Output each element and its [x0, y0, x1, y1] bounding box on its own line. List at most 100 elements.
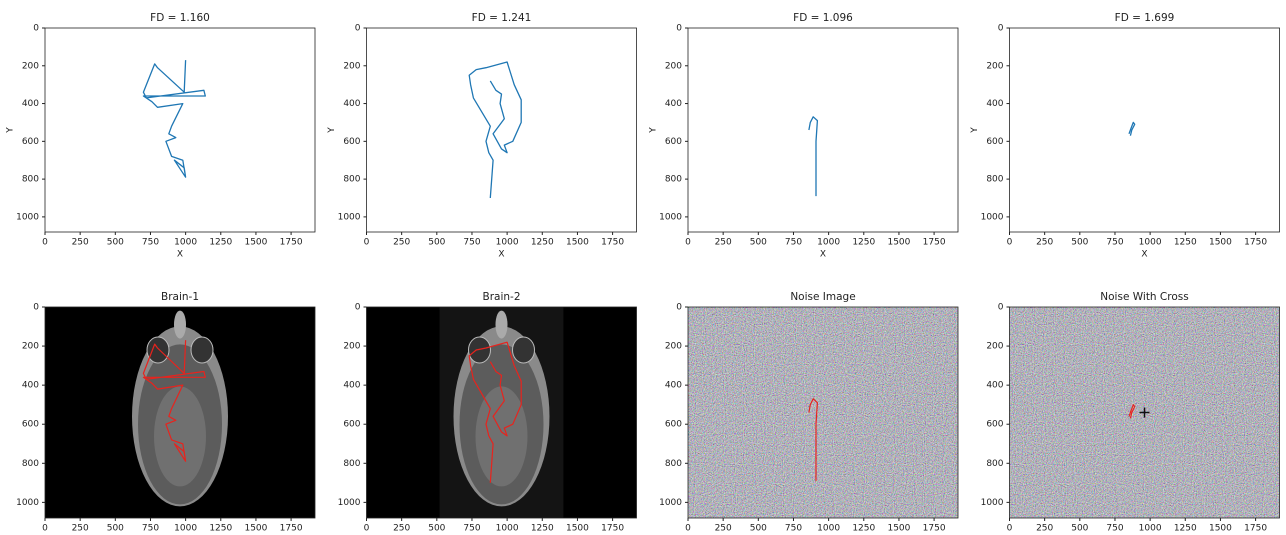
- chart-title: FD = 1.241: [472, 12, 532, 24]
- x-tick-label: 0: [1007, 524, 1013, 534]
- x-tick-label: 250: [715, 238, 732, 248]
- x-tick-label: 1500: [566, 524, 589, 534]
- y-tick-label: 1000: [16, 498, 39, 508]
- y-tick-label: 200: [665, 61, 682, 71]
- plot-area: [44, 27, 316, 233]
- eye: [190, 336, 214, 364]
- panel: FD = 1.699 0 250 500 750 1000 1250 1500 1750 0 200…: [970, 12, 1280, 260]
- y-tick-label: 800: [986, 175, 1003, 185]
- x-axis-label: X: [177, 250, 183, 260]
- plot-area: [687, 27, 959, 233]
- x-tick-label: 1500: [1209, 524, 1232, 534]
- x-tick-label: 750: [1106, 238, 1123, 248]
- y-tick-label: 200: [986, 61, 1003, 71]
- x-tick-label: 500: [428, 238, 445, 248]
- chart-title: FD = 1.160: [150, 12, 210, 24]
- y-tick-label: 800: [343, 175, 360, 185]
- y-tick-label: 0: [998, 303, 1004, 313]
- y-tick-label: 800: [22, 459, 39, 469]
- x-tick-label: 1250: [209, 524, 232, 534]
- x-tick-label: 1000: [496, 524, 519, 534]
- x-axis-label: X: [820, 250, 826, 260]
- x-tick-label: 250: [1036, 524, 1053, 534]
- chart-title: Noise Image: [790, 291, 855, 303]
- gaze-path: [142, 60, 206, 178]
- nose: [495, 310, 508, 339]
- eye: [468, 336, 491, 364]
- eye: [146, 336, 170, 364]
- cross-marker: [1139, 407, 1150, 418]
- x-tick-label: 1750: [923, 238, 946, 248]
- gaze-path: [1128, 404, 1136, 419]
- y-tick-label: 0: [355, 24, 361, 34]
- y-tick-label: 600: [343, 137, 360, 147]
- y-tick-label: 600: [22, 137, 39, 147]
- x-tick-label: 750: [785, 524, 802, 534]
- y-tick-label: 400: [343, 381, 360, 391]
- x-tick-label: 1750: [280, 238, 303, 248]
- image: [366, 307, 637, 518]
- y-tick-label: 800: [665, 175, 682, 185]
- x-tick-label: 1000: [817, 238, 840, 248]
- brain-core: [154, 386, 206, 487]
- x-tick-label: 1750: [601, 238, 624, 248]
- x-tick-label: 250: [393, 238, 410, 248]
- panel: Brain-2 0 250 500 750 1000 1250 1500 1750 0 200 400…: [338, 291, 637, 534]
- y-tick-label: 200: [22, 342, 39, 352]
- eye: [512, 336, 535, 364]
- y-tick-label: 1000: [659, 212, 682, 222]
- gaze-path: [468, 61, 522, 199]
- y-tick-label: 400: [343, 99, 360, 109]
- image: [688, 307, 958, 518]
- x-tick-label: 0: [1007, 238, 1013, 248]
- x-tick-label: 1250: [531, 524, 554, 534]
- y-tick-label: 0: [676, 24, 682, 34]
- x-tick-label: 750: [785, 238, 802, 248]
- y-tick-label: 0: [33, 24, 39, 34]
- x-tick-label: 500: [1071, 238, 1088, 248]
- y-tick-label: 1000: [16, 212, 39, 222]
- x-tick-label: 0: [685, 524, 691, 534]
- panel: FD = 1.160 0 250 500 750 1000 1250 1500 1750 0 200…: [6, 12, 316, 260]
- frame: [1009, 306, 1280, 519]
- y-tick-label: 200: [986, 342, 1003, 352]
- panel: FD = 1.096 0 250 500 750 1000 1250 1500 1750 0 200…: [649, 12, 959, 260]
- x-tick-label: 1000: [174, 524, 197, 534]
- x-tick-label: 0: [42, 524, 48, 534]
- y-tick-label: 600: [986, 420, 1003, 430]
- gaze-path: [1128, 121, 1136, 136]
- y-tick-label: 400: [22, 381, 39, 391]
- y-tick-label: 800: [22, 175, 39, 185]
- frame: [44, 306, 316, 519]
- y-tick-label: 400: [665, 99, 682, 109]
- x-tick-label: 1750: [280, 524, 303, 534]
- x-tick-label: 1000: [496, 238, 519, 248]
- y-tick-label: 0: [998, 24, 1004, 34]
- y-axis-label: Y: [970, 127, 980, 134]
- y-tick-label: 800: [986, 459, 1003, 469]
- x-tick-label: 1500: [887, 524, 910, 534]
- y-axis-label: Y: [6, 127, 16, 134]
- x-tick-label: 1250: [531, 238, 554, 248]
- y-tick-label: 400: [22, 99, 39, 109]
- x-tick-label: 1250: [852, 238, 875, 248]
- x-tick-label: 250: [393, 524, 410, 534]
- gaze-path: [808, 116, 819, 197]
- noise-image: [688, 307, 958, 518]
- brain-core: [475, 386, 528, 487]
- plot-area: [366, 27, 637, 233]
- nose: [174, 310, 186, 339]
- y-tick-label: 0: [355, 303, 361, 313]
- x-tick-label: 500: [107, 238, 124, 248]
- x-tick-label: 500: [107, 524, 124, 534]
- chart-title: Noise With Cross: [1100, 291, 1188, 303]
- chart-title: FD = 1.096: [793, 12, 853, 24]
- panel: Noise With Cross 0 250 500 750 1000 1250 1500 17…: [981, 291, 1280, 534]
- frame: [366, 306, 637, 519]
- y-tick-label: 200: [22, 61, 39, 71]
- y-tick-label: 200: [665, 342, 682, 352]
- chart-title: Brain-2: [483, 291, 521, 303]
- x-tick-label: 250: [72, 524, 89, 534]
- x-tick-label: 750: [463, 238, 480, 248]
